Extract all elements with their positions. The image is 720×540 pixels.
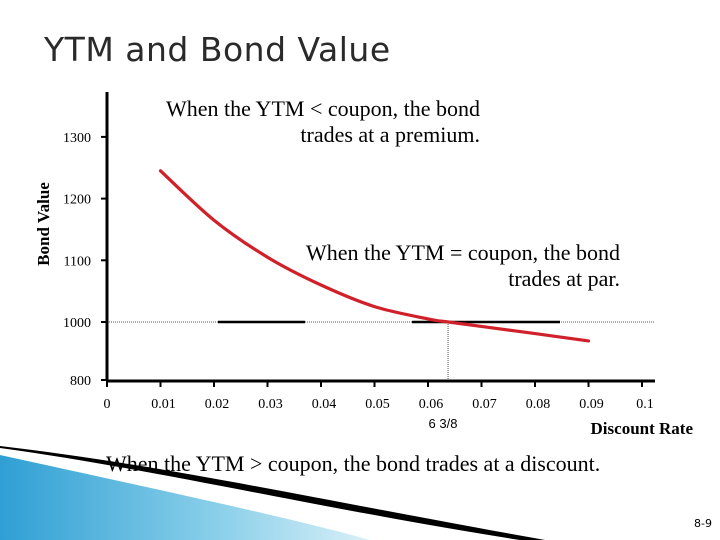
x-tick-label: 0.07 — [472, 397, 497, 412]
x-tick-label: 0.04 — [312, 397, 337, 412]
x-tick-label: 0.02 — [205, 397, 230, 412]
x-tick-label: 0.08 — [526, 397, 551, 412]
y-tick-labels: 800 1000 1100 1200 1300 — [63, 131, 91, 389]
coupon-rate-marker-label: 6 3/8 — [429, 416, 458, 431]
x-tick-label: 0.06 — [419, 397, 444, 412]
x-tick-label: 0.01 — [151, 397, 176, 412]
x-tick-labels: 0 0.01 0.02 0.03 0.04 0.05 0.06 0.07 0.08 0.09 0.1 — [104, 397, 654, 412]
y-tick-label: 1100 — [64, 254, 91, 269]
x-tick-label: 0.1 — [636, 397, 654, 412]
x-tick-label: 0.09 — [579, 397, 604, 412]
x-axis-label: Discount Rate — [591, 419, 694, 438]
bond-value-curve — [158, 169, 591, 343]
x-tick-label: 0 — [104, 397, 111, 412]
x-tick-label: 0.05 — [365, 397, 390, 412]
chart-axes — [101, 92, 655, 387]
y-axis-label: Bond Value — [34, 182, 53, 266]
wave-black-stripe — [0, 446, 545, 540]
y-tick-label: 1300 — [63, 131, 91, 146]
discount-annotation: When the YTM > coupon, the bond trades a… — [106, 451, 601, 476]
slide-number: 8-9 — [694, 517, 712, 530]
y-tick-label: 1200 — [63, 193, 91, 208]
x-tick-label: 0.03 — [258, 397, 283, 412]
premium-annotation: When the YTM < coupon, the bond trades a… — [165, 96, 480, 147]
wave-shape — [0, 455, 370, 540]
y-tick-label: 1000 — [63, 316, 91, 331]
series — [158, 169, 591, 343]
y-tick-label: 800 — [70, 374, 91, 389]
slide-title: YTM and Bond Value — [44, 30, 391, 69]
par-annotation: When the YTM = coupon, the bond trades a… — [305, 240, 620, 291]
